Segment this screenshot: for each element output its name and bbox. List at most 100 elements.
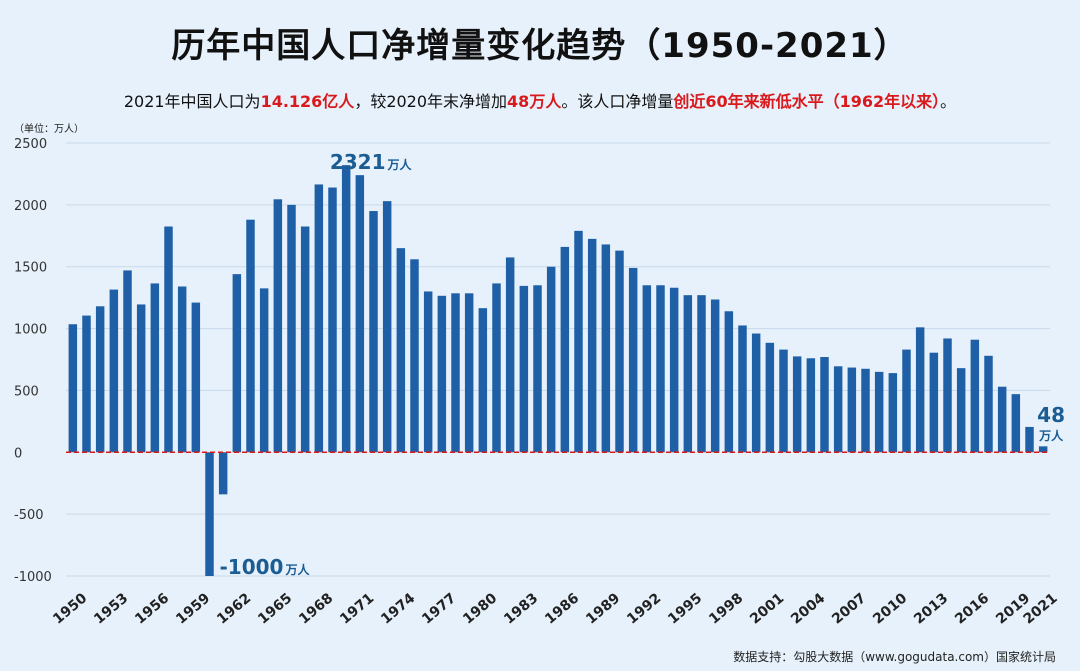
bar-2002 xyxy=(779,349,788,453)
bar-1974 xyxy=(396,248,406,453)
bar-1968 xyxy=(314,184,324,453)
y-tick-label: -500 xyxy=(14,508,44,523)
y-tick-label: 2000 xyxy=(14,199,47,214)
bar-1963 xyxy=(246,219,255,453)
x-tick-label: 1959 xyxy=(173,590,213,627)
bar-1980 xyxy=(478,308,488,453)
subtitle-text: 2021年中国人口为 xyxy=(123,92,261,111)
y-tick-label: 2500 xyxy=(14,137,47,152)
bar-1953 xyxy=(109,289,119,453)
x-tick-label: 1998 xyxy=(706,590,746,627)
x-tick-label: 1983 xyxy=(501,590,541,627)
x-tick-label: 2004 xyxy=(788,590,828,627)
annotation-2021-number: 48 xyxy=(1037,403,1065,427)
x-tick-label: 1992 xyxy=(624,590,664,627)
unit-label: （单位：万人） xyxy=(14,124,84,135)
bar-1995 xyxy=(683,295,693,453)
bar-2007 xyxy=(847,367,857,453)
bar-1969 xyxy=(328,187,337,453)
bar-1962 xyxy=(232,274,242,453)
x-tick-label: 1977 xyxy=(419,590,459,627)
bar-1996 xyxy=(697,295,706,453)
bar-1994 xyxy=(669,287,679,453)
x-tick-label: 1968 xyxy=(296,590,336,627)
subtitle-text: ，较2020年末净增加 xyxy=(354,92,508,111)
y-tick-label: 1000 xyxy=(14,323,47,338)
bar-2014 xyxy=(943,338,952,453)
bar-2003 xyxy=(792,356,802,453)
x-tick-label: 2007 xyxy=(829,590,869,627)
bar-2004 xyxy=(806,358,816,453)
x-tick-label: 2001 xyxy=(747,590,787,627)
bar-1997 xyxy=(710,299,720,453)
x-tick-label: 1986 xyxy=(542,590,582,627)
bar-1976 xyxy=(423,291,433,453)
bar-1955 xyxy=(136,304,146,453)
y-axis: -1000 -500 0 500 1000 1500 2000 2500 xyxy=(14,137,52,585)
bar-1993 xyxy=(656,285,665,453)
annotation-1960: -1000 万人 xyxy=(220,555,311,579)
x-tick-label: 2016 xyxy=(952,590,992,627)
bar-2013 xyxy=(929,352,939,453)
bar-1991 xyxy=(628,267,638,453)
subtitle-text: 。 xyxy=(940,92,957,111)
bar-1957 xyxy=(164,226,173,453)
bar-2020 xyxy=(1025,426,1034,453)
bar-1998 xyxy=(724,311,734,453)
bar-1971 xyxy=(355,175,365,453)
gridlines xyxy=(66,142,1050,577)
bar-2017 xyxy=(984,355,993,453)
subtitle-highlight: 14.126亿人 xyxy=(260,92,355,111)
bar-2010 xyxy=(888,373,898,453)
x-tick-label: 1962 xyxy=(214,590,254,627)
x-tick-label: 1950 xyxy=(50,590,90,627)
x-tick-label: 1995 xyxy=(665,590,705,627)
y-tick-label: 0 xyxy=(14,446,22,461)
bar-1992 xyxy=(642,285,652,453)
bar-1999 xyxy=(738,325,747,453)
bar-1972 xyxy=(369,211,378,453)
x-tick-label: 1953 xyxy=(91,590,131,627)
x-tick-label: 1980 xyxy=(460,590,500,627)
bar-2011 xyxy=(902,349,911,453)
bar-2019 xyxy=(1011,394,1021,453)
bar-1982 xyxy=(505,257,515,453)
bar-1981 xyxy=(492,283,501,453)
subtitle-highlight: 48万人 xyxy=(507,92,562,111)
subtitle-text: 。该人口净增量 xyxy=(561,92,674,111)
annotation-2021-unit: 万人 xyxy=(1038,428,1064,443)
bar-1984 xyxy=(533,285,542,453)
bar-1956 xyxy=(150,283,160,453)
bar-1985 xyxy=(546,266,556,453)
x-axis: 1950 1953 1956 1959 1962 1965 1968 1971 1974 1977… xyxy=(50,590,1060,627)
bar-2001 xyxy=(765,342,775,453)
x-tick-label: 2013 xyxy=(911,590,951,627)
bar-1966 xyxy=(287,204,296,453)
bar-1961 xyxy=(218,452,228,495)
bar-1954 xyxy=(123,270,132,453)
bar-1990 xyxy=(615,250,624,453)
bar-1983 xyxy=(519,285,529,453)
bar-1973 xyxy=(382,201,392,453)
bar-1952 xyxy=(95,306,105,453)
annotations: 2321 万人 -1000 万人 48万人 xyxy=(220,150,1066,579)
bar-2006 xyxy=(833,366,843,453)
bar-2021 xyxy=(1038,446,1048,453)
bar-2015 xyxy=(956,368,966,453)
bar-1978 xyxy=(451,293,460,453)
bar-1989 xyxy=(601,244,611,453)
bar-2005 xyxy=(820,357,829,453)
y-tick-label: -1000 xyxy=(14,570,52,585)
y-tick-label: 500 xyxy=(14,384,39,399)
bar-1958 xyxy=(177,286,187,453)
bar-2016 xyxy=(970,339,980,453)
x-tick-label: 1974 xyxy=(378,590,418,627)
bar-1977 xyxy=(437,295,447,453)
bar-1987 xyxy=(574,230,583,453)
x-tick-label: 1965 xyxy=(255,590,295,627)
bar-2012 xyxy=(915,327,925,453)
bar-1967 xyxy=(300,226,310,453)
y-tick-label: 1500 xyxy=(14,261,47,276)
bar-2008 xyxy=(861,368,870,453)
bar-1959 xyxy=(191,302,201,453)
